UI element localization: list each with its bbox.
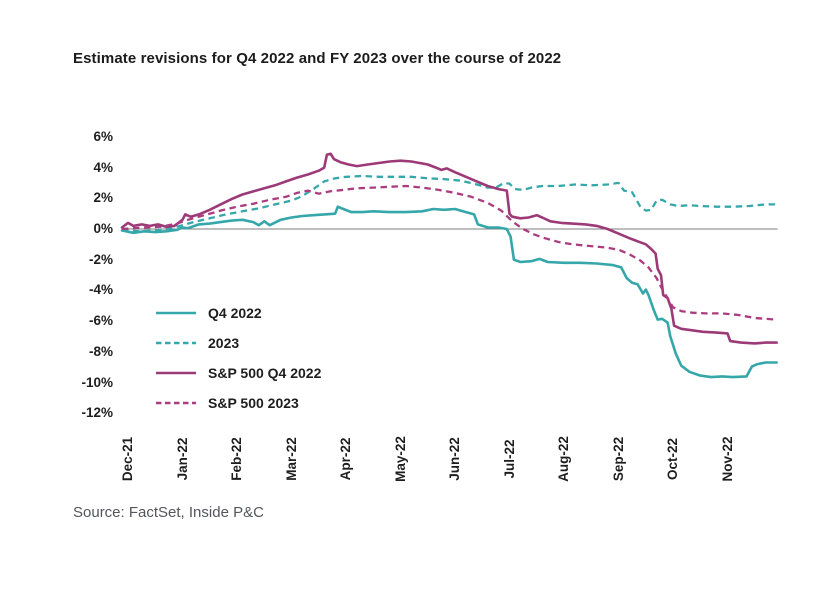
y-tick-label: 6%	[93, 128, 113, 144]
x-tick-label: May-22	[392, 436, 408, 482]
series-line-0	[120, 205, 778, 379]
legend-line-sample	[156, 371, 196, 375]
legend-item-1: 2023	[155, 328, 321, 358]
y-tick-label: 4%	[93, 159, 113, 175]
y-tick-label: -10%	[81, 374, 113, 390]
legend-label: S&P 500 2023	[208, 395, 299, 411]
legend-label: Q4 2022	[208, 305, 262, 321]
y-tick-label: 0%	[93, 221, 113, 236]
series-line-1	[121, 174, 777, 233]
x-tick-label: Mar-22	[283, 437, 299, 481]
y-tick-label: -6%	[88, 313, 113, 329]
x-tick-label: Oct-22	[665, 437, 680, 481]
x-tick-label: Apr-22	[338, 437, 353, 481]
x-tick-label: Nov-22	[719, 436, 735, 482]
y-tick-label: -2%	[88, 251, 113, 267]
legend-item-0: Q4 2022	[155, 298, 321, 328]
y-tick-label: 2%	[93, 190, 113, 206]
y-tick-label: -8%	[88, 343, 113, 359]
y-tick-label: -12%	[81, 405, 113, 421]
source-note: Source: FactSet, Inside P&C	[73, 504, 264, 521]
legend: Q4 2022 2023 S&P 500 Q4 2022 S&P 500 2023	[155, 298, 321, 418]
legend-label: 2023	[208, 335, 240, 351]
legend-line-sample	[156, 311, 196, 315]
x-tick-label: Jun-22	[447, 437, 462, 481]
x-tick-label: Sep-22	[610, 436, 626, 482]
series-line-2	[120, 152, 778, 345]
legend-item-2: S&P 500 Q4 2022	[155, 358, 321, 388]
x-tick-label: Dec-21	[120, 436, 135, 482]
chart-title: Estimate revisions for Q4 2022 and FY 20…	[73, 50, 562, 67]
legend-label: S&P 500 Q4 2022	[208, 365, 322, 381]
legend-item-3: S&P 500 2023	[155, 388, 321, 418]
x-tick-label: Feb-22	[229, 437, 244, 481]
x-tick-label: Jan-22	[174, 437, 190, 481]
y-axis-labels: 6% 4% 2% 0% -2% -4% -6% -8% -10% -12%	[60, 0, 113, 592]
x-tick-label: Jul-22	[501, 439, 517, 479]
legend-line-sample	[156, 341, 196, 345]
y-tick-label: -4%	[88, 282, 113, 298]
series-line-3	[121, 184, 777, 321]
legend-line-sample	[156, 401, 196, 405]
x-tick-label: Aug-22	[556, 436, 571, 482]
